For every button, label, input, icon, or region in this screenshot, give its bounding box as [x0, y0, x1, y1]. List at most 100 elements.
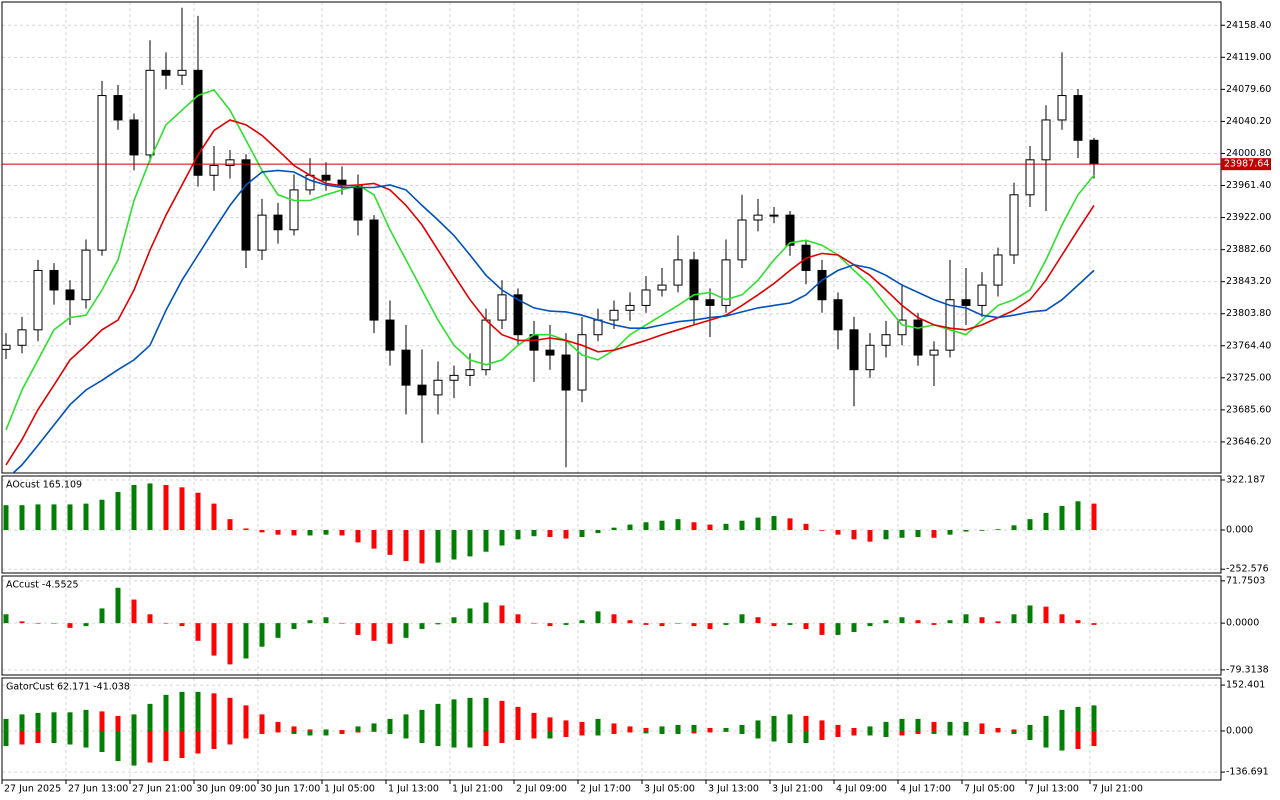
y-tick-label: -136.691 [1226, 767, 1269, 778]
gator-bar [931, 730, 937, 734]
candle-body [49, 269, 59, 291]
gator-bar [291, 730, 297, 734]
gator-bar [387, 730, 393, 734]
histogram-bar [547, 623, 553, 627]
gator-bar [915, 730, 921, 734]
histogram-bar [179, 623, 185, 627]
candle-body [641, 289, 651, 306]
gator-bar [803, 715, 809, 731]
histogram-bar [147, 614, 153, 624]
histogram-bar [339, 530, 345, 536]
candle-body [353, 184, 363, 221]
histogram-bar [19, 505, 25, 531]
gator-bar [499, 700, 505, 731]
candle-body [2, 344, 11, 350]
candle-body [209, 165, 219, 176]
gator-bar [1059, 730, 1065, 751]
gator-bar [1091, 730, 1097, 746]
histogram-bar [867, 530, 873, 542]
histogram-bar [627, 620, 633, 624]
y-tick-label: 23882.60 [1226, 244, 1271, 255]
candle-body [1009, 194, 1019, 256]
y-tick-label: 23961.40 [1226, 180, 1271, 191]
histogram-bar [323, 530, 329, 535]
histogram-bar [595, 611, 601, 624]
gator-bar [979, 723, 985, 731]
gator-bar [867, 726, 873, 731]
candle-body [161, 69, 171, 76]
gator-bar [147, 703, 153, 731]
candle-body [97, 95, 107, 251]
candle-body [561, 354, 571, 391]
candle-body [769, 214, 779, 217]
gator-bar [371, 723, 377, 731]
gator-bar [483, 697, 489, 731]
histogram-bar [467, 608, 473, 624]
x-tick-label: 1 Jul 13:00 [388, 784, 439, 795]
histogram-bar [659, 623, 665, 627]
candle-body [513, 294, 523, 336]
histogram-bar [1059, 505, 1065, 531]
histogram-bar [659, 520, 665, 531]
gator-bar [867, 730, 873, 736]
histogram-bar [259, 530, 265, 533]
gator-bar [595, 730, 601, 736]
gator-bar [211, 730, 217, 750]
gator-bar [195, 691, 201, 731]
histogram-bar [707, 524, 713, 531]
candle-body [289, 189, 299, 231]
histogram-bar [227, 623, 233, 665]
candle-body [145, 69, 155, 156]
histogram-bar [387, 530, 393, 555]
x-tick-label: 27 Jun 13:00 [68, 784, 128, 795]
gator-bar [403, 714, 409, 731]
histogram-bar [883, 530, 889, 540]
candle-body [817, 269, 827, 301]
gator-bar [1043, 730, 1049, 748]
histogram-bar [403, 623, 409, 638]
candle-body [1057, 95, 1067, 121]
histogram-bar [291, 530, 297, 536]
gator-bar [611, 723, 617, 731]
gator-bar [131, 730, 137, 766]
histogram-bar [483, 602, 489, 624]
histogram-bar [35, 623, 41, 624]
x-tick-label: 1 Jul 05:00 [324, 784, 375, 795]
gator-bar [579, 721, 585, 731]
histogram-bar [67, 623, 73, 628]
histogram-bar [499, 605, 505, 624]
candle-body [881, 334, 891, 346]
gator-bar [915, 718, 921, 731]
gator-bar [499, 730, 505, 743]
gator-bar [691, 724, 697, 731]
gator-bar [195, 730, 201, 754]
histogram-bar [1011, 525, 1017, 531]
histogram-bar [1027, 605, 1033, 624]
y-tick-label: 23764.40 [1226, 340, 1271, 351]
histogram-bar [947, 530, 953, 535]
histogram-bar [515, 614, 521, 624]
histogram-bar [723, 523, 729, 531]
gator-bar [627, 730, 633, 733]
gator-bar [771, 715, 777, 731]
x-tick-label: 3 Jul 05:00 [644, 784, 695, 795]
gator-bar [451, 730, 457, 748]
gator-bar [115, 730, 121, 762]
x-tick-label: 4 Jul 17:00 [900, 784, 951, 795]
gator-bar [803, 730, 809, 743]
candle-body [833, 299, 843, 331]
gator-bar [771, 730, 777, 742]
histogram-bar [515, 530, 521, 540]
histogram-bar [3, 505, 9, 531]
candle-body [129, 119, 139, 156]
histogram-bar [179, 487, 185, 531]
gator-bar [243, 730, 249, 739]
y-tick-label: 71.7503 [1226, 575, 1265, 586]
gator-bar [899, 718, 905, 731]
candle-body [1073, 95, 1083, 141]
candle-body [625, 304, 635, 311]
gator-bar [83, 730, 89, 748]
gator-bar [787, 730, 793, 743]
histogram-bar [531, 623, 537, 624]
